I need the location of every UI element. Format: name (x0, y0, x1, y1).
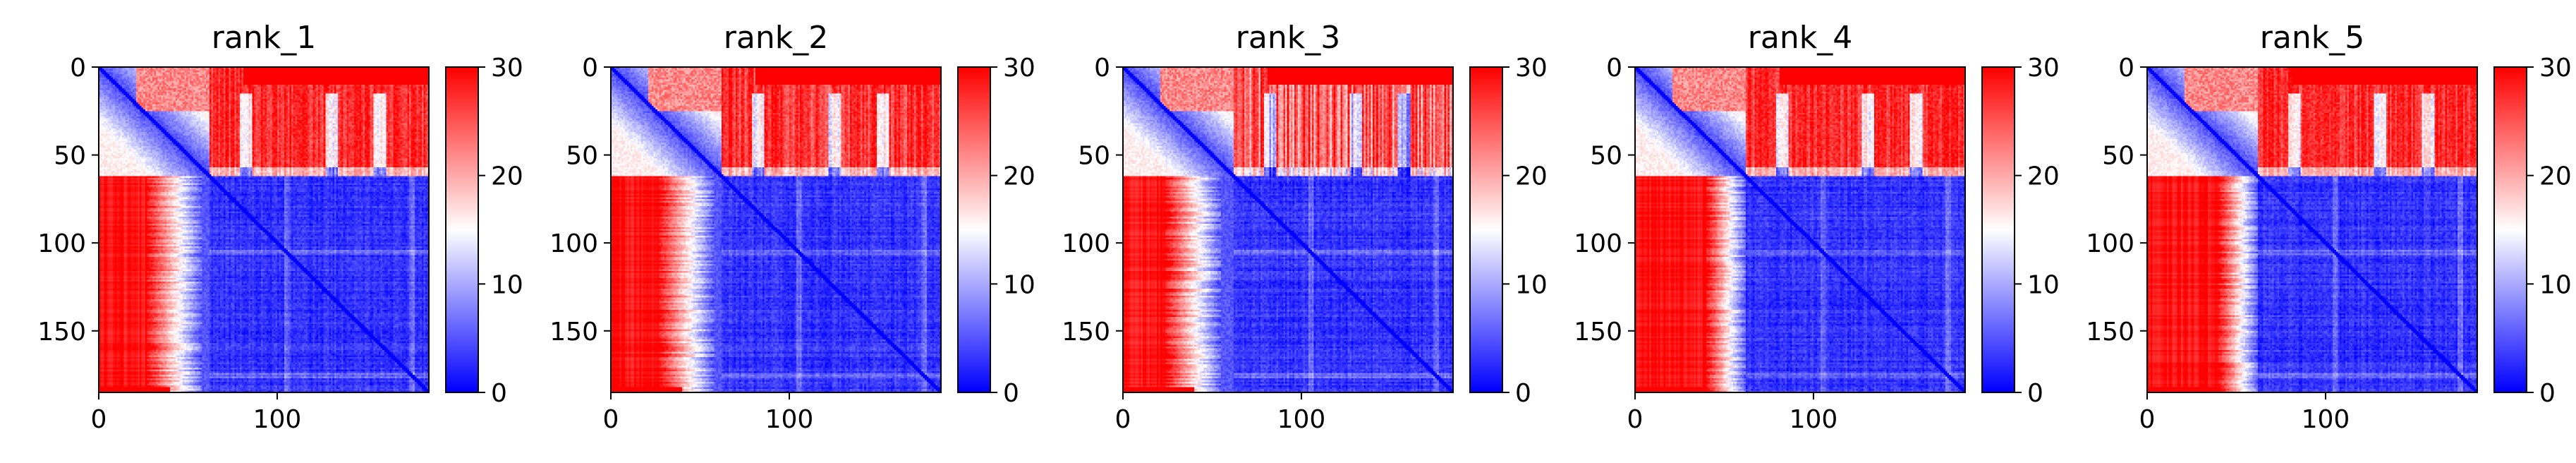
axes-frame (2146, 66, 2478, 393)
colorbar-tick-label: 0 (2539, 379, 2556, 408)
colorbar-tick-label: 0 (1003, 379, 1019, 408)
y-tick-label: 50 (566, 142, 598, 171)
y-tick-label: 150 (1574, 318, 1622, 347)
x-tick-label: 100 (253, 405, 302, 434)
x-tick-label: 0 (1115, 405, 1131, 434)
colorbar-tick-label: 30 (2027, 54, 2060, 83)
heatmap-image (99, 67, 429, 392)
y-tick-label: 100 (549, 229, 598, 258)
x-tick-label: 0 (603, 405, 619, 434)
heatmap-image (1635, 67, 1965, 392)
y-tick-label: 100 (37, 229, 86, 258)
x-tick-label: 100 (765, 405, 814, 434)
x-tick-label: 0 (2139, 405, 2156, 434)
y-tick-label: 0 (70, 54, 86, 83)
colorbar-tick-label: 20 (1003, 162, 1035, 191)
colorbar-tick-label: 20 (2027, 162, 2060, 191)
x-tick-label: 100 (1790, 405, 1838, 434)
colorbar (446, 67, 478, 392)
y-tick-label: 50 (1078, 142, 1110, 171)
axes-frame (610, 66, 942, 393)
colorbar-tick-label: 30 (491, 54, 523, 83)
colorbar-frame (1469, 66, 1503, 393)
colorbar-tick-label: 30 (1515, 54, 1548, 83)
heatmap-panel-rank_1: rank_1 0 50 100 150 0 100 0 10 20 30 (0, 0, 523, 463)
heatmap-image (1123, 67, 1453, 392)
colorbar (1982, 67, 2015, 392)
colorbar-frame (2493, 66, 2527, 393)
x-tick-label: 100 (2302, 405, 2350, 434)
chart-title: rank_4 (1748, 20, 1852, 56)
colorbar-tick-label: 0 (2027, 379, 2043, 408)
colorbar-tick-label: 10 (2539, 270, 2572, 299)
y-tick-label: 0 (1094, 54, 1110, 83)
colorbar (958, 67, 990, 392)
heatmap-image (2147, 67, 2477, 392)
y-tick-label: 50 (2102, 142, 2134, 171)
heatmap-panel-rank_4: rank_4 0 50 100 150 0 100 0 10 20 30 (1536, 0, 2060, 463)
heatmap-panel-rank_5: rank_5 0 50 100 150 0 100 0 10 20 30 (2048, 0, 2572, 463)
y-tick-label: 150 (1062, 318, 1110, 347)
heatmap-panel-rank_2: rank_2 0 50 100 150 0 100 0 10 20 30 (512, 0, 1035, 463)
colorbar-frame (1981, 66, 2015, 393)
heatmap-svg: rank_3 0 50 100 150 0 100 0 10 20 30 (1062, 20, 1548, 434)
heatmap-svg: rank_5 0 50 100 150 0 100 0 10 20 30 (2086, 20, 2572, 434)
heatmap-svg: rank_2 0 50 100 150 0 100 0 10 20 30 (549, 20, 1035, 434)
heatmap-svg: rank_1 0 50 100 150 0 100 0 10 20 30 (37, 20, 523, 434)
chart-title: rank_2 (724, 20, 828, 56)
colorbar-frame (957, 66, 991, 393)
heatmap-panel-rank_3: rank_3 0 50 100 150 0 100 0 10 20 30 (1024, 0, 1548, 463)
y-tick-label: 150 (549, 318, 598, 347)
x-tick-label: 100 (1277, 405, 1326, 434)
y-tick-label: 0 (582, 54, 598, 83)
colorbar-tick-label: 20 (2539, 162, 2572, 191)
y-tick-label: 0 (2118, 54, 2134, 83)
y-tick-label: 100 (2086, 229, 2134, 258)
heatmap-image (611, 67, 941, 392)
colorbar-tick-label: 10 (491, 270, 523, 299)
axes-frame (1634, 66, 1966, 393)
colorbar-frame (445, 66, 479, 393)
colorbar-tick-label: 20 (1515, 162, 1548, 191)
chart-title: rank_3 (1236, 20, 1340, 56)
colorbar-tick-label: 30 (2539, 54, 2572, 83)
y-tick-label: 50 (54, 142, 86, 171)
y-tick-label: 0 (1606, 54, 1622, 83)
colorbar-tick-label: 10 (1515, 270, 1548, 299)
chart-title: rank_1 (212, 20, 316, 56)
colorbar-tick-label: 10 (2027, 270, 2060, 299)
colorbar-tick-label: 0 (1515, 379, 1531, 408)
y-tick-label: 150 (2086, 318, 2134, 347)
colorbar-tick-label: 20 (491, 162, 523, 191)
axes-frame (98, 66, 430, 393)
y-tick-label: 100 (1062, 229, 1110, 258)
colorbar-tick-label: 10 (1003, 270, 1035, 299)
colorbar-tick-label: 30 (1003, 54, 1035, 83)
y-tick-label: 50 (1590, 142, 1622, 171)
x-tick-label: 0 (1627, 405, 1644, 434)
colorbar (1470, 67, 1502, 392)
chart-title: rank_5 (2260, 20, 2364, 56)
x-tick-label: 0 (91, 405, 107, 434)
colorbar (2494, 67, 2527, 392)
axes-frame (1122, 66, 1454, 393)
y-tick-label: 150 (37, 318, 86, 347)
heatmap-svg: rank_4 0 50 100 150 0 100 0 10 20 30 (1574, 20, 2060, 434)
colorbar-tick-label: 0 (491, 379, 507, 408)
y-tick-label: 100 (1574, 229, 1622, 258)
